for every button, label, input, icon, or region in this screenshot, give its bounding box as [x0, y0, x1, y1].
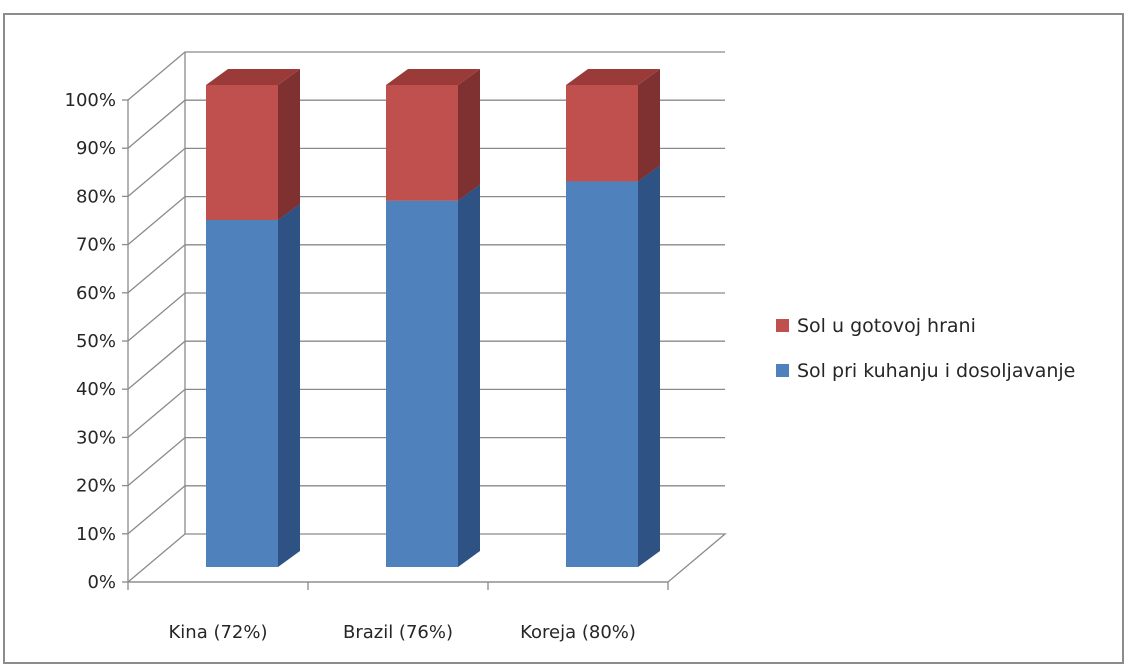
gridline	[127, 388, 725, 438]
bar-sol-u-gotovoj-hrani	[566, 85, 638, 182]
legend-swatch	[776, 319, 789, 332]
chart-frame	[3, 13, 1124, 664]
y-tick-label: 70%	[76, 235, 116, 256]
gridline	[127, 485, 725, 535]
y-tick-label: 60%	[76, 283, 116, 304]
y-tick-label: 90%	[76, 138, 116, 159]
bar-side-sol-u-gotovoj-hrani	[278, 69, 300, 220]
bar-top-sol-u-gotovoj-hrani	[206, 69, 300, 85]
bar-sol-u-gotovoj-hrani	[386, 85, 458, 201]
gridline	[127, 292, 725, 342]
bar-side-sol-u-gotovoj-hrani	[458, 69, 480, 201]
gridline	[127, 147, 725, 197]
bar-sol-pri-kuhanju-i-dosoljavanje	[566, 181, 638, 567]
y-tick-label: 100%	[65, 90, 116, 111]
y-tick-label: 30%	[76, 427, 116, 448]
legend-label: Sol u gotovoj hrani	[797, 315, 976, 337]
y-tick-label: 50%	[76, 331, 116, 352]
x-tick-label: Brazil (76%)	[343, 622, 453, 643]
y-tick-label: 0%	[87, 572, 116, 593]
gridline	[127, 436, 725, 487]
gridline	[127, 195, 725, 246]
gridline	[127, 340, 725, 390]
x-tick-label: Koreja (80%)	[520, 622, 636, 643]
axes: 0% 10% 20% 30% 40% 50% 60% 70% 80% 90% 100% Kina (7…	[65, 90, 669, 643]
x-tick-label: Kina (72%)	[168, 622, 267, 643]
gridline	[127, 51, 725, 101]
legend: Sol u gotovoj hrani Sol pri kuhanju i dos…	[776, 315, 1075, 382]
y-tick-label: 10%	[76, 524, 116, 545]
gridlines	[126, 51, 727, 583]
bar-sol-u-gotovoj-hrani	[206, 85, 278, 220]
bar-side-sol-pri-kuhanju-i-dosoljavanje	[458, 184, 480, 567]
y-tick-label: 80%	[76, 186, 116, 207]
bar-sol-pri-kuhanju-i-dosoljavanje	[386, 200, 458, 567]
bar-side-sol-pri-kuhanju-i-dosoljavanje	[278, 203, 300, 567]
bar-sol-pri-kuhanju-i-dosoljavanje	[206, 219, 278, 567]
y-tick-label: 20%	[76, 476, 116, 497]
gridline	[127, 244, 725, 294]
bar-side-sol-u-gotovoj-hrani	[638, 69, 660, 182]
legend-label: Sol pri kuhanju i dosoljavanje	[797, 360, 1075, 382]
bar-top-sol-u-gotovoj-hrani	[566, 69, 660, 85]
bar-side-sol-pri-kuhanju-i-dosoljavanje	[638, 165, 660, 567]
bar-top-sol-u-gotovoj-hrani	[386, 69, 480, 85]
legend-swatch	[776, 364, 789, 377]
gridline	[127, 99, 725, 149]
y-tick-label: 40%	[76, 379, 116, 400]
bars	[206, 69, 660, 567]
